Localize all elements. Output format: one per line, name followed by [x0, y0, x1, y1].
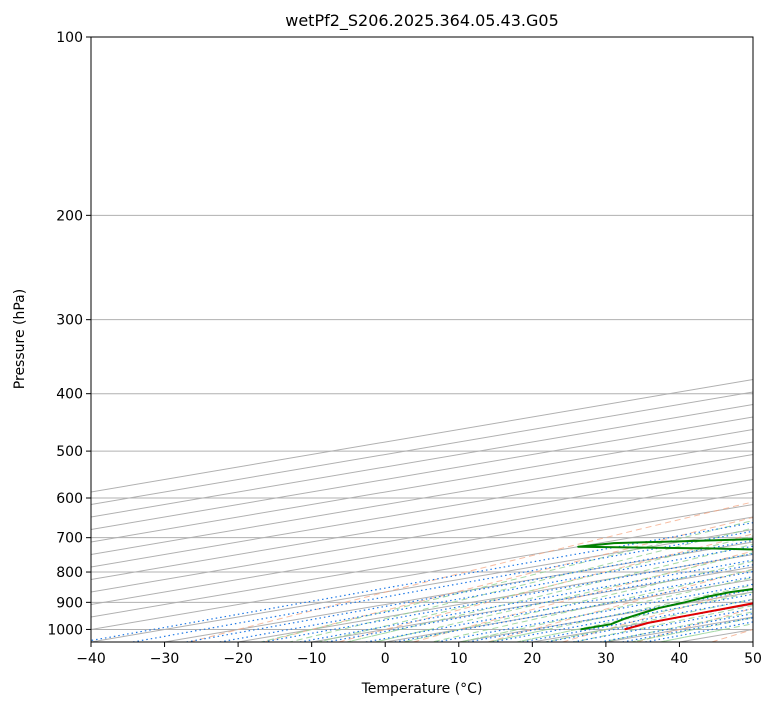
x-tick-label: −40 — [76, 651, 106, 667]
x-tick-label: 40 — [671, 651, 689, 667]
y-tick-label: 300 — [56, 313, 83, 329]
x-tick-label: 0 — [381, 651, 390, 667]
y-tick-label: 100 — [56, 30, 83, 46]
x-tick-label: 10 — [450, 651, 468, 667]
chart-title: wetPf2_S206.2025.364.05.43.G05 — [285, 11, 559, 31]
y-tick-label: 500 — [56, 444, 83, 460]
x-axis-title: Temperature (°C) — [361, 681, 483, 697]
x-tick-label: 50 — [744, 651, 762, 667]
y-tick-label: 900 — [56, 595, 83, 611]
y-tick-label: 700 — [56, 531, 83, 547]
x-tick-label: −30 — [150, 651, 180, 667]
x-tick-label: 20 — [523, 651, 541, 667]
x-tick-label: −10 — [297, 651, 327, 667]
y-tick-label: 800 — [56, 565, 83, 581]
y-tick-label: 600 — [56, 491, 83, 507]
y-tick-label: 400 — [56, 387, 83, 403]
y-tick-label: 200 — [56, 208, 83, 224]
x-tick-label: −20 — [223, 651, 253, 667]
plot-background — [91, 37, 753, 642]
y-axis-title: Pressure (hPa) — [12, 289, 28, 389]
x-tick-label: 30 — [597, 651, 615, 667]
y-tick-label: 1000 — [47, 622, 83, 638]
